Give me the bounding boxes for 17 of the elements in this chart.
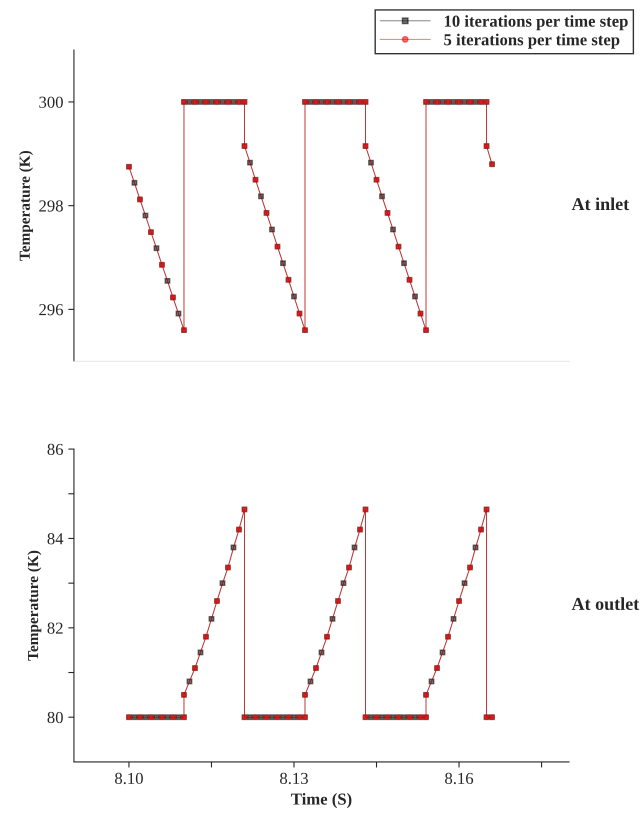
y-tick-label: 86 (47, 444, 64, 456)
legend-label: 10 iterations per time step (444, 15, 628, 30)
legend-label: 5 iterations per time step (444, 34, 620, 49)
y-axis-title: Temperature (K) (27, 550, 42, 661)
y-axis-title: Temperature (K) (19, 150, 33, 261)
text: At inlet (572, 197, 630, 210)
y-tick-label: 296 (39, 304, 64, 316)
y-tick-label: 300 (39, 96, 63, 108)
y-tick-label: 298 (39, 200, 63, 212)
x-tick-label: 8.10 (115, 772, 143, 784)
x-tick-label: 8.16 (445, 772, 474, 784)
x-axis-title: Time (S) (291, 792, 352, 808)
y-tick-label: 84 (47, 533, 64, 544)
x-tick-label: 8.13 (280, 772, 308, 784)
y-tick-label: 82 (47, 622, 63, 634)
y-tick-label: 80 (47, 712, 63, 724)
text: At outlet (572, 597, 640, 610)
